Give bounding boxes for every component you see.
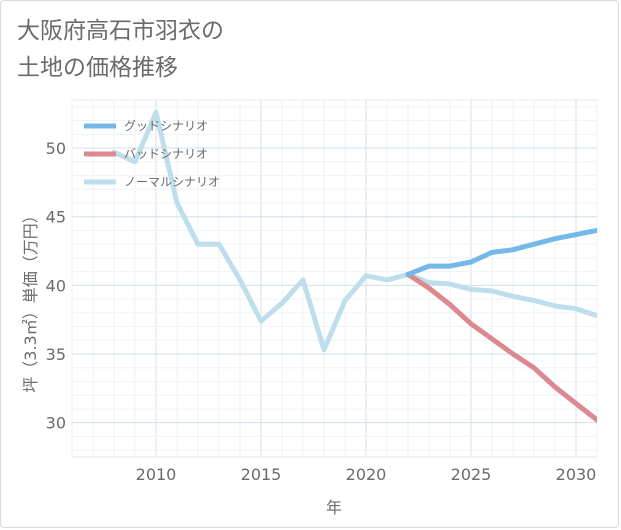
legend-label-good: グッドシナリオ: [124, 119, 208, 133]
x-axis-title: 年: [326, 498, 342, 517]
x-tick-label: 2015: [241, 465, 282, 484]
x-tick-label: 2025: [451, 465, 492, 484]
plot-background: [71, 99, 598, 458]
y-tick-label: 35: [46, 345, 66, 364]
chart-title-line-1: 大阪府高石市羽衣の: [17, 18, 224, 44]
x-tick-label: 2010: [136, 465, 177, 484]
y-tick-label: 50: [46, 139, 66, 158]
y-tick-label: 40: [46, 276, 66, 295]
chart-title: 大阪府高石市羽衣の 土地の価格推移: [17, 13, 337, 87]
series-line-good: [405, 227, 597, 277]
series-line-bad: [405, 271, 597, 423]
y-tick-label: 45: [46, 208, 66, 227]
series-line-normal: [111, 109, 597, 353]
x-axis-ticks: 2010 2015 2020 2025 2030: [136, 465, 597, 484]
legend-label-bad: バッドシナリオ: [124, 147, 208, 161]
y-axis-title: 坪（3.3㎡）単価（万円）: [21, 207, 40, 392]
chart-title-line-2: 土地の価格推移: [17, 55, 178, 81]
series-lines: [111, 109, 597, 423]
y-axis-ticks: 30 35 40 45 50: [46, 139, 66, 433]
y-tick-label: 30: [46, 414, 66, 433]
plot-area: [71, 99, 598, 458]
legend-label-normal: ノーマルシナリオ: [124, 175, 220, 189]
grid-lines: [71, 100, 598, 457]
x-tick-label: 2030: [556, 465, 597, 484]
x-tick-label: 2020: [346, 465, 387, 484]
